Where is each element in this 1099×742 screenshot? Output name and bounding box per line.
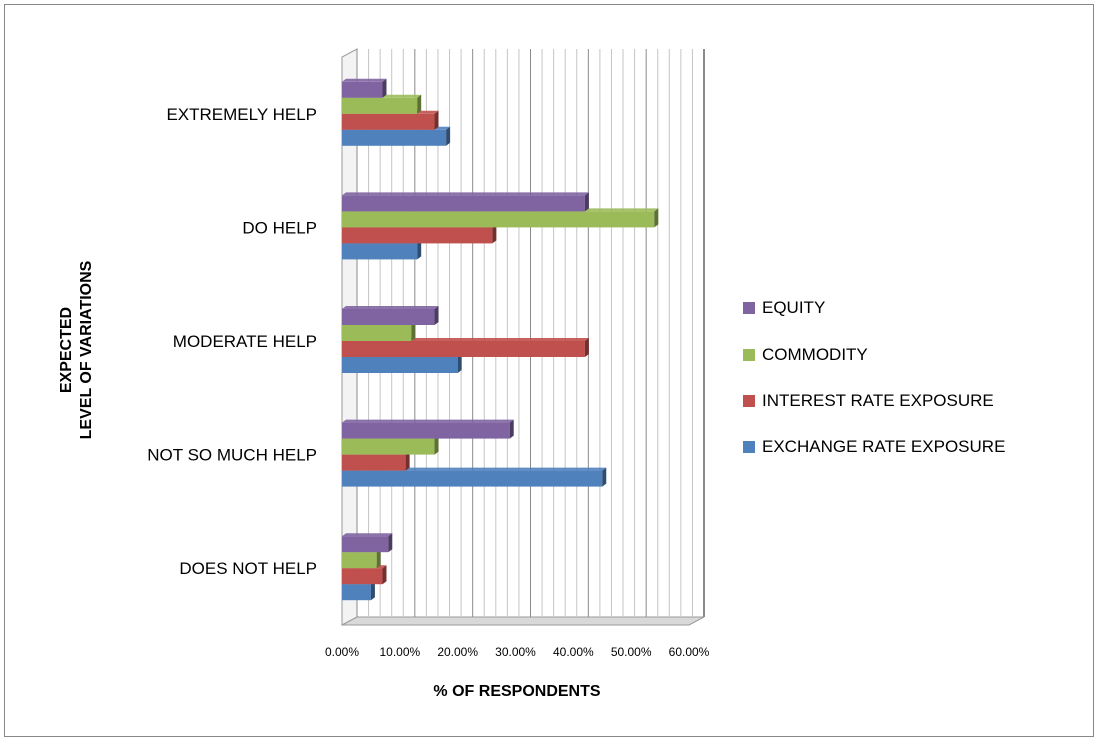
bar-end (457, 354, 462, 373)
bar (342, 341, 585, 357)
legend-label: EQUITY (762, 298, 825, 317)
bar-end (388, 533, 393, 553)
bar (342, 227, 493, 244)
bar-top (342, 533, 393, 537)
category-label: NOT SO MUCH HELP (147, 446, 317, 465)
y-axis-title-line2: LEVEL OF VARIATIONS (78, 260, 95, 439)
bar (342, 422, 510, 439)
legend-swatch (743, 441, 755, 453)
bar (342, 81, 383, 98)
bar (342, 454, 406, 471)
legend-label: EXCHANGE RATE EXPOSURE (762, 437, 1005, 456)
category-label: DO HELP (242, 218, 317, 237)
bar (342, 325, 412, 341)
x-tick-label: 30.00% (495, 645, 536, 659)
bar (342, 584, 371, 601)
bar (342, 243, 418, 260)
bar-end (417, 94, 422, 114)
bar (342, 129, 447, 146)
chart-floor (341, 616, 705, 626)
x-tick-label: 60.00% (669, 645, 710, 659)
bar (342, 211, 655, 228)
legend-label: COMMODITY (762, 345, 868, 364)
bar-end (405, 451, 410, 471)
bar (342, 309, 435, 325)
bar-top (342, 306, 439, 309)
bar-end (654, 208, 659, 228)
bar (342, 552, 377, 569)
legend-swatch (743, 395, 755, 407)
y-axis-title-line1: EXPECTED (58, 307, 75, 393)
bar (342, 536, 389, 553)
x-tick-label: 10.00% (379, 645, 420, 659)
x-tick-label: 50.00% (611, 645, 652, 659)
bar-end (509, 419, 514, 439)
category-label: EXTREMELY HELP (166, 105, 317, 124)
bar-end (411, 322, 416, 341)
bar-end (446, 126, 451, 146)
legend-swatch (743, 302, 755, 314)
bar-end (584, 338, 589, 357)
legend-label: INTEREST RATE EXPOSURE (762, 391, 994, 410)
chart-frame: DOES NOT HELP NOT SO MUCH HELP MODERATE HE… (4, 4, 1094, 737)
bar-end (584, 192, 589, 212)
bar (342, 438, 435, 455)
bar-end (434, 306, 439, 325)
bar (342, 195, 585, 212)
bar-end (370, 581, 375, 601)
bar-end (382, 565, 387, 585)
bar (342, 568, 383, 585)
bar-end (382, 78, 387, 98)
bar-end (417, 240, 422, 260)
bar-end (492, 224, 497, 244)
bar (342, 113, 435, 130)
x-axis-title: % OF RESPONDENTS (433, 683, 600, 700)
bar-end (376, 549, 381, 569)
bar-top (342, 78, 387, 82)
x-tick-label: 20.00% (437, 645, 478, 659)
x-tick-label: 0.00% (325, 645, 359, 659)
bar-end (434, 435, 439, 455)
bar-chart: DOES NOT HELP NOT SO MUCH HELP MODERATE HE… (58, 48, 1005, 700)
legend-swatch (743, 349, 755, 361)
bar-end (602, 467, 607, 487)
category-label: DOES NOT HELP (179, 559, 317, 578)
bar-top (342, 192, 589, 196)
category-label: MODERATE HELP (173, 332, 317, 351)
bar-top (342, 419, 514, 423)
bar (342, 97, 418, 114)
bar-end (434, 110, 439, 130)
x-tick-label: 40.00% (553, 645, 594, 659)
bar (342, 357, 458, 373)
bar (342, 470, 603, 487)
